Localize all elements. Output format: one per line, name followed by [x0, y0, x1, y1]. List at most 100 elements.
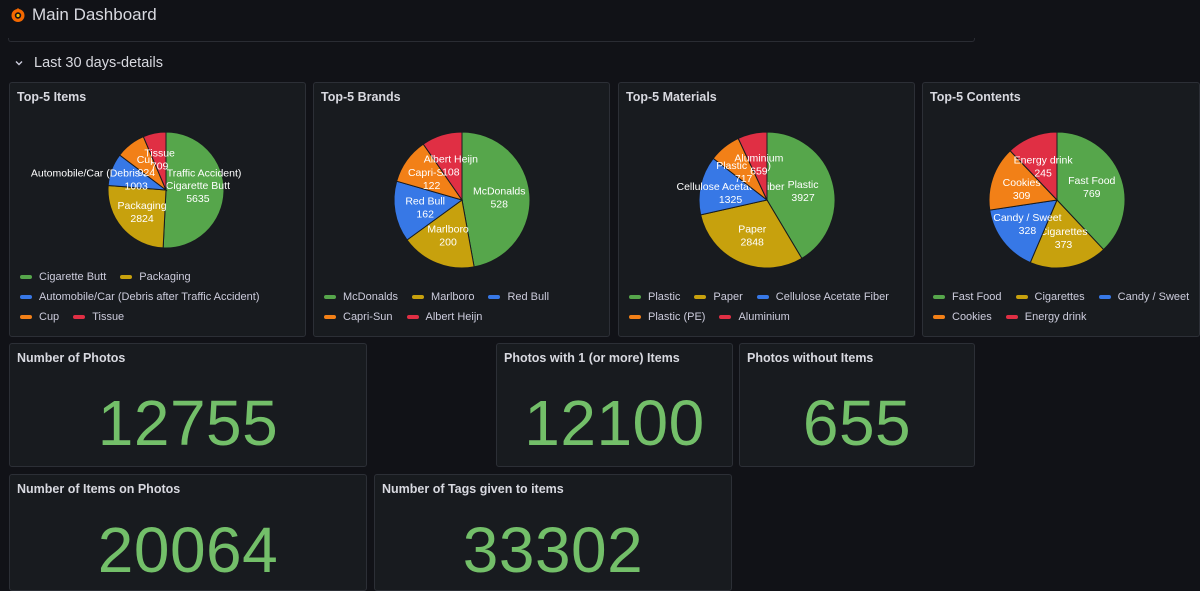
legend-label: Cup: [39, 311, 60, 323]
slice-value: 528: [490, 199, 508, 211]
pie-slice[interactable]: [393, 180, 464, 241]
slice-value: 717: [735, 173, 753, 185]
legend-label: Plastic (PE): [648, 311, 706, 323]
panel-top-5-materials[interactable]: Top-5 Materials Plastic 3927 Paper 2848 Cell…: [618, 82, 915, 337]
legend-item[interactable]: Cigarette Butt: [20, 271, 106, 283]
legend-label: Plastic: [648, 291, 681, 303]
legend-label: Aluminium: [738, 311, 790, 323]
legend-item[interactable]: Marlboro: [412, 291, 474, 303]
panel-title: Photos without Items: [747, 351, 874, 365]
pie-slice[interactable]: [1029, 199, 1105, 269]
legend-item[interactable]: Red Bull: [488, 291, 549, 303]
legend-item[interactable]: Automobile/Car (Debris after Traffic Acc…: [20, 291, 260, 303]
panel-photos-with-items[interactable]: Photos with 1 (or more) Items 12100: [496, 343, 733, 467]
legend-item[interactable]: Paper: [694, 291, 743, 303]
slice-value: 2848: [741, 236, 765, 248]
legend-swatch: [1005, 315, 1018, 319]
pie-slice[interactable]: [1056, 131, 1126, 251]
legend-swatch: [756, 295, 769, 299]
legend-item[interactable]: Albert Heijn: [406, 311, 482, 323]
pie-slice[interactable]: [1009, 131, 1058, 202]
legend-swatch: [120, 275, 133, 279]
legend-item[interactable]: McDonalds: [324, 291, 398, 303]
collapsed-panel-edge: [8, 38, 975, 42]
legend-item[interactable]: Plastic (PE): [629, 311, 705, 323]
panel-photos-without-items[interactable]: Photos without Items 655: [739, 343, 975, 467]
legend-item[interactable]: Plastic: [629, 291, 680, 303]
stat-value: 655: [802, 387, 912, 459]
grafana-logo-icon[interactable]: [10, 7, 26, 23]
legend-label: Cigarette Butt: [39, 271, 107, 283]
row-title[interactable]: Last 30 days-details: [34, 55, 163, 71]
legend: Fast Food Cigarettes Candy / Sweet Cookies E…: [933, 291, 1200, 323]
legend-item[interactable]: Cup: [20, 311, 59, 323]
legend-item[interactable]: Capri-Sun: [324, 311, 393, 323]
slice-label: Cellulose Acetate Fiber: [677, 181, 785, 193]
pie-slice[interactable]: [698, 157, 769, 216]
legend-item[interactable]: Cellulose Acetate Fiber: [756, 291, 889, 303]
pie-chart[interactable]: Cigarette Butt5635Packaging2824Automobil…: [10, 83, 307, 338]
pie-slice[interactable]: [988, 150, 1059, 211]
panel-top-5-contents[interactable]: Top-5 Contents Fast Food 769 Cigarettes 373…: [922, 82, 1200, 337]
pie-slice[interactable]: [766, 131, 836, 260]
panel-top-5-brands[interactable]: Top-5 Brands McDonalds 528 Marlboro 200 Red …: [313, 82, 610, 337]
pie-slice[interactable]: [700, 199, 803, 269]
slice-label: Marlboro: [427, 224, 469, 236]
slice-label: Energy drink: [1014, 154, 1074, 166]
slice-value: 122: [423, 180, 441, 192]
slice-label: Cup: [137, 154, 156, 166]
legend-label: McDonalds: [343, 291, 399, 303]
slice-label: Packaging: [118, 200, 167, 212]
stat-value: 33302: [462, 514, 644, 586]
legend-swatch: [629, 315, 641, 319]
legend-swatch: [324, 295, 336, 299]
slice-value: 5635: [186, 193, 210, 205]
slice-value: 162: [416, 208, 434, 220]
slice-label: Automobile/Car (Debris after Traffic Acc…: [31, 168, 241, 180]
legend-swatch: [1015, 295, 1028, 299]
legend-swatch: [488, 295, 501, 299]
panel-number-of-items[interactable]: Number of Items on Photos 20064: [9, 474, 367, 591]
legend-label: Tissue: [92, 311, 125, 323]
row-header-last-30-days[interactable]: Last 30 days-details: [14, 52, 163, 74]
panel-title: Number of Items on Photos: [17, 482, 181, 496]
dashboard-title[interactable]: Main Dashboard: [32, 5, 157, 24]
slice-value: 1325: [719, 194, 743, 206]
legend-swatch: [694, 295, 707, 299]
chevron-down-icon[interactable]: [14, 58, 24, 68]
legend-item[interactable]: Cookies: [933, 311, 992, 323]
panel-title: Top-5 Materials: [626, 90, 717, 104]
slice-value: 769: [1083, 188, 1101, 200]
legend-item[interactable]: Cigarettes: [1015, 291, 1085, 303]
pie-slice[interactable]: [142, 131, 167, 191]
legend-item[interactable]: Candy / Sweet: [1098, 291, 1190, 303]
legend-item[interactable]: Tissue: [73, 311, 124, 323]
pie-slice[interactable]: [989, 199, 1058, 264]
slice-value: 200: [439, 237, 457, 249]
pie-slice[interactable]: [422, 131, 463, 202]
panel-number-of-photos[interactable]: Number of Photos 12755: [9, 343, 367, 467]
pie-slice[interactable]: [461, 131, 531, 268]
legend-label: Energy drink: [1024, 311, 1087, 323]
legend-item[interactable]: Energy drink: [1005, 311, 1087, 323]
legend-item[interactable]: Aluminium: [719, 311, 790, 323]
legend: Plastic Paper Cellulose Acetate Fiber Plast…: [629, 291, 914, 323]
pie-slice[interactable]: [107, 184, 167, 249]
legend-label: Candy / Sweet: [1117, 291, 1190, 303]
panel-title: Number of Tags given to items: [382, 482, 564, 496]
pie-slice[interactable]: [406, 199, 475, 269]
legend-item[interactable]: Fast Food: [933, 291, 1002, 303]
panel-top-5-items[interactable]: Top-5 Items Cigarette Butt 5635 Packaging 2…: [9, 82, 306, 337]
legend: McDonalds Marlboro Red Bull Capri-Sun Albert…: [324, 291, 604, 323]
stat-value: 12755: [97, 387, 279, 459]
legend-item[interactable]: Packaging: [120, 271, 191, 283]
pie-slice[interactable]: [162, 131, 225, 249]
slice-value: 373: [1055, 239, 1073, 251]
top-bar: Main Dashboard: [0, 0, 1200, 30]
panel-number-of-tags[interactable]: Number of Tags given to items 33302: [374, 474, 732, 591]
pie-slice[interactable]: [737, 131, 768, 201]
legend-swatch: [20, 275, 32, 279]
